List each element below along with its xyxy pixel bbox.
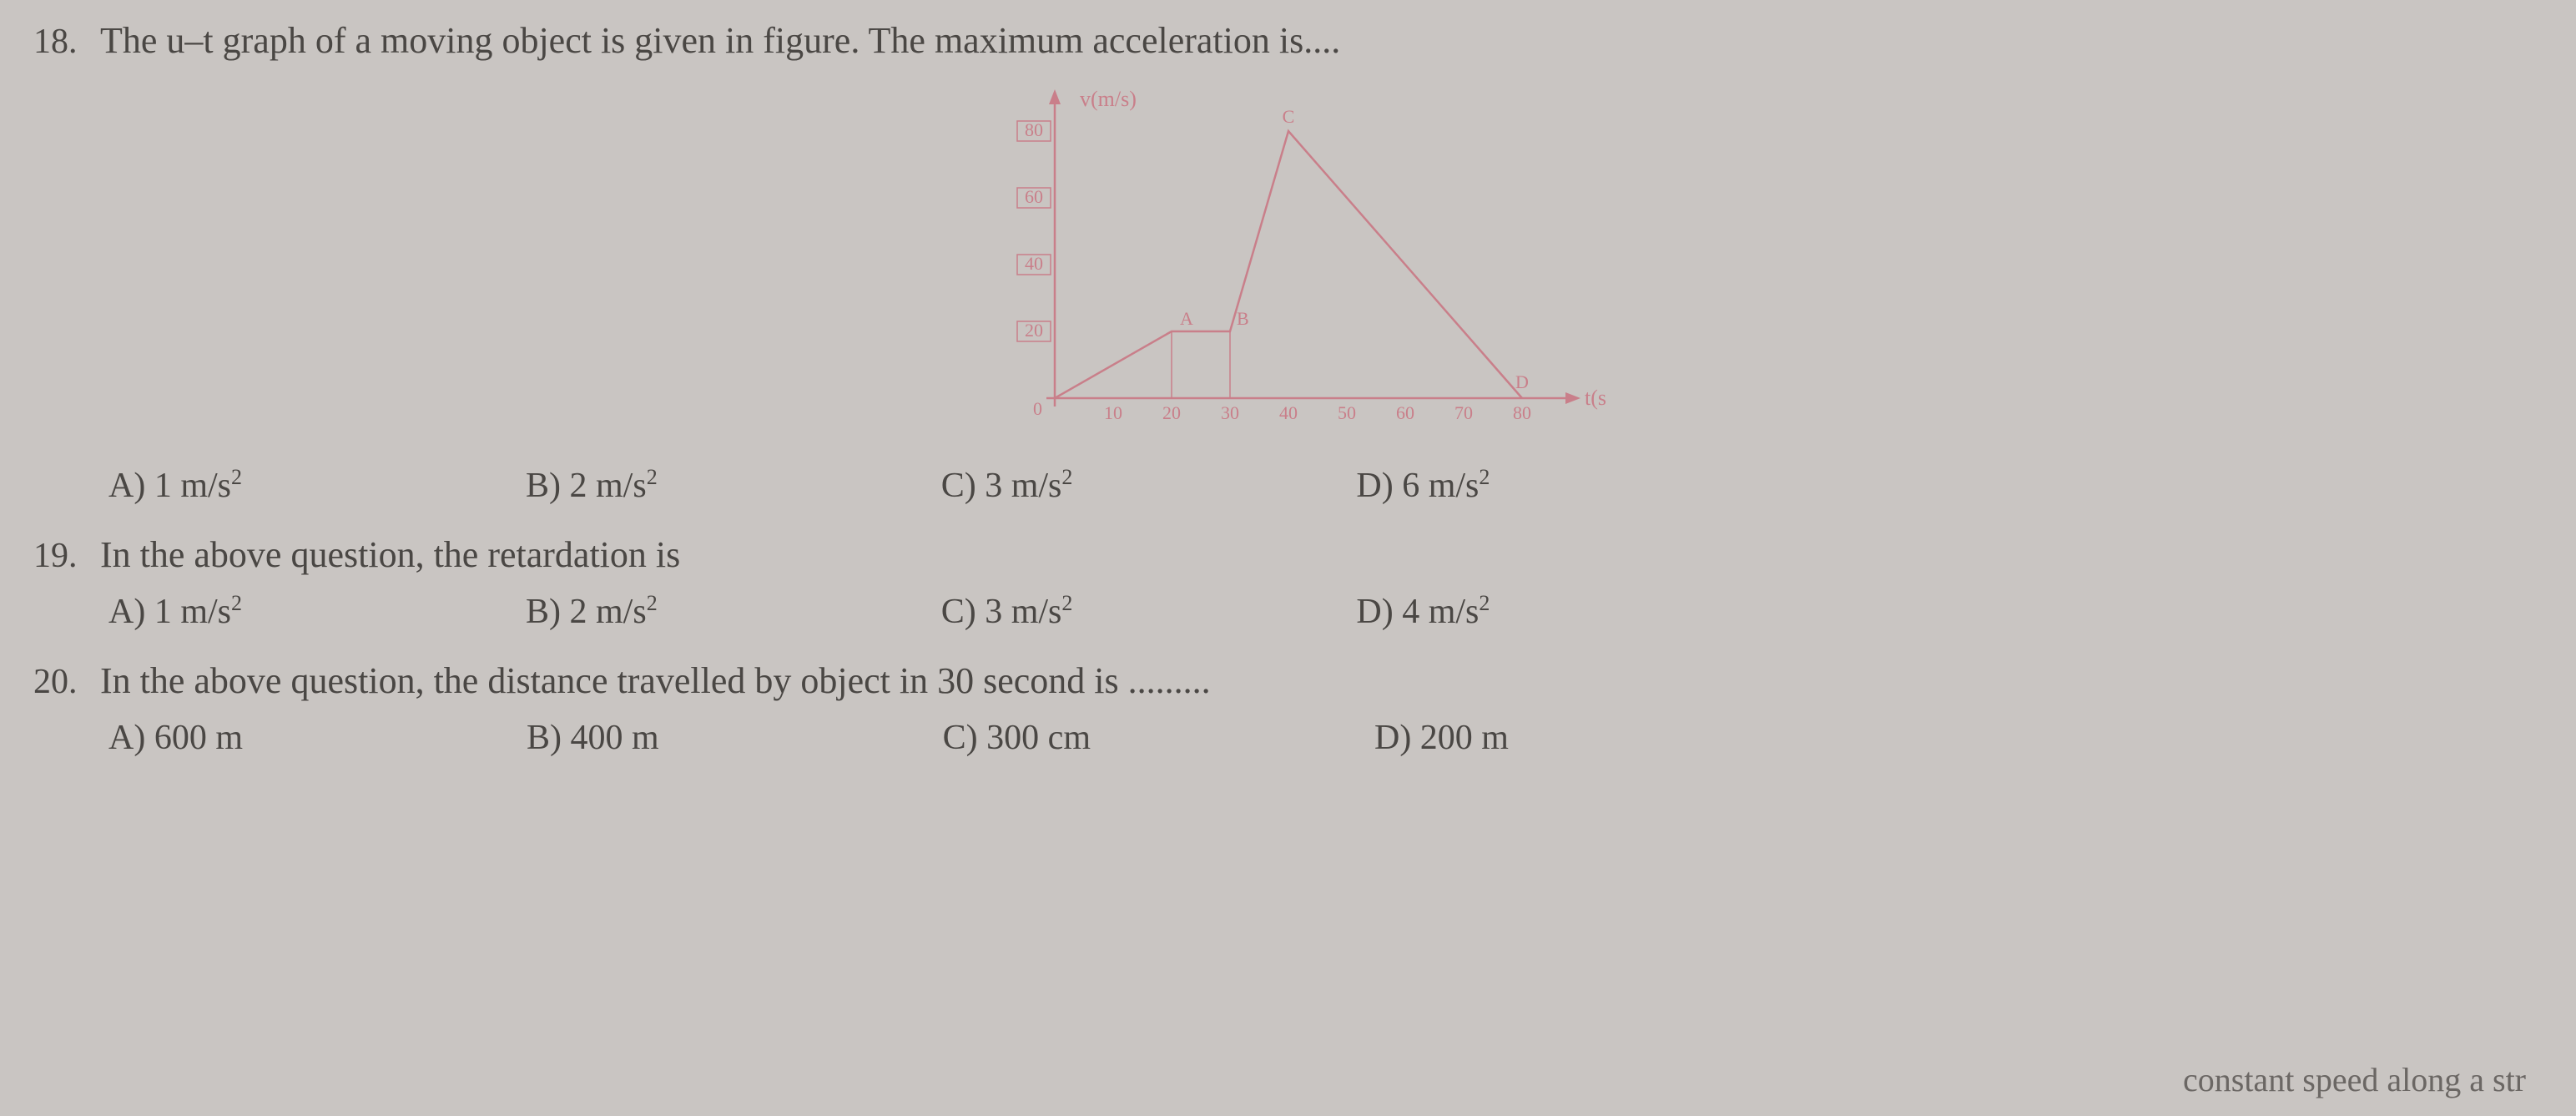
point-c-label: C xyxy=(1282,106,1294,127)
q18-opt-c: C) 3 m/s2 xyxy=(941,465,1073,506)
q20-opt-c: C) 300 cm xyxy=(943,718,1091,758)
question-20-line: 20. In the above question, the distance … xyxy=(33,657,2543,704)
q19-opt-a: A) 1 m/s2 xyxy=(108,591,242,632)
q19-text: In the above question, the retardation i… xyxy=(100,531,2543,578)
q20-number: 20. xyxy=(33,662,83,702)
x-ticks: 10 20 30 40 50 60 70 80 xyxy=(1104,402,1531,423)
question-18-line: 18. The u–t graph of a moving object is … xyxy=(33,17,2543,64)
svg-text:80: 80 xyxy=(1025,119,1043,140)
question-18: 18. The u–t graph of a moving object is … xyxy=(33,17,2543,506)
q18-number: 18. xyxy=(33,22,83,62)
vt-graph: v(m/s) t(s) 0 20 40 60 80 10 20 30 40 50 xyxy=(971,81,1606,440)
svg-text:20: 20 xyxy=(1162,402,1181,423)
svg-text:60: 60 xyxy=(1025,186,1043,207)
q20-opt-a: A) 600 m xyxy=(108,718,243,758)
svg-text:40: 40 xyxy=(1279,402,1298,423)
svg-text:40: 40 xyxy=(1025,253,1043,274)
q20-opt-d: D) 200 m xyxy=(1374,718,1509,758)
q19-options: A) 1 m/s2 B) 2 m/s2 C) 3 m/s2 D) 4 m/s2 xyxy=(33,591,2543,632)
svg-text:30: 30 xyxy=(1221,402,1239,423)
q19-number: 19. xyxy=(33,536,83,576)
svg-text:20: 20 xyxy=(1025,320,1043,341)
svg-text:80: 80 xyxy=(1513,402,1531,423)
origin-label: 0 xyxy=(1033,398,1042,419)
y-ticks: 20 40 60 80 xyxy=(1017,119,1051,341)
page-cutoff-text: constant speed along a str xyxy=(2183,1060,2526,1099)
x-axis-label: t(s) xyxy=(1585,386,1606,410)
svg-text:60: 60 xyxy=(1396,402,1414,423)
q18-opt-d: D) 6 m/s2 xyxy=(1356,465,1490,506)
svg-text:70: 70 xyxy=(1454,402,1473,423)
q18-opt-a: A) 1 m/s2 xyxy=(108,465,242,506)
q18-opt-b: B) 2 m/s2 xyxy=(526,465,658,506)
point-d-label: D xyxy=(1515,371,1529,392)
q18-options: A) 1 m/s2 B) 2 m/s2 C) 3 m/s2 D) 6 m/s2 xyxy=(33,465,2543,506)
q19-opt-b: B) 2 m/s2 xyxy=(526,591,658,632)
point-b-label: B xyxy=(1237,308,1249,329)
chart-container: v(m/s) t(s) 0 20 40 60 80 10 20 30 40 50 xyxy=(33,81,2543,440)
y-axis-label: v(m/s) xyxy=(1080,87,1137,111)
svg-text:10: 10 xyxy=(1104,402,1122,423)
q20-opt-b: B) 400 m xyxy=(527,718,659,758)
question-20: 20. In the above question, the distance … xyxy=(33,657,2543,757)
point-a-label: A xyxy=(1180,308,1193,329)
q19-opt-c: C) 3 m/s2 xyxy=(941,591,1073,632)
question-19-line: 19. In the above question, the retardati… xyxy=(33,531,2543,578)
question-19: 19. In the above question, the retardati… xyxy=(33,531,2543,632)
q20-text: In the above question, the distance trav… xyxy=(100,657,2543,704)
q18-text: The u–t graph of a moving object is give… xyxy=(100,17,2543,64)
axes xyxy=(1046,89,1580,407)
q19-opt-d: D) 4 m/s2 xyxy=(1356,591,1490,632)
graph-polyline xyxy=(1055,131,1522,398)
svg-text:50: 50 xyxy=(1338,402,1356,423)
q20-options: A) 600 m B) 400 m C) 300 cm D) 200 m xyxy=(33,718,2543,758)
